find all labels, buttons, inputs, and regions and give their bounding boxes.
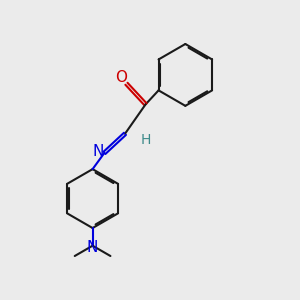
Text: N: N: [92, 144, 103, 159]
Text: N: N: [87, 240, 98, 255]
Text: O: O: [115, 70, 127, 85]
Text: H: H: [140, 133, 151, 147]
